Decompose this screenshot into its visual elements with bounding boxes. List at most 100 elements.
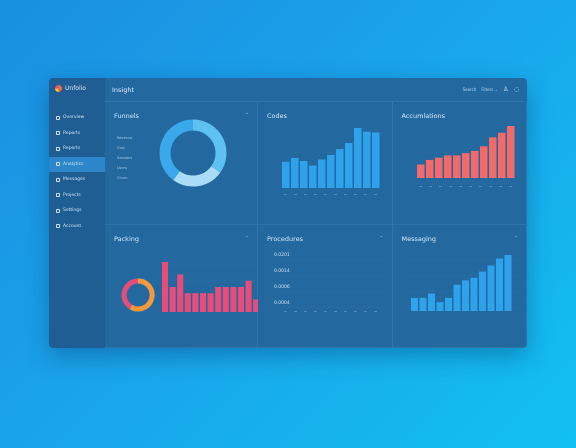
chevron-down-icon[interactable]: ⌄ (513, 233, 518, 239)
search-link[interactable]: Search (462, 87, 477, 92)
panel-title: Codes (267, 112, 288, 120)
sidebar-item[interactable]: Reports (49, 141, 105, 157)
nav-icon (56, 177, 60, 182)
sidebar-item[interactable]: Analytics (49, 156, 105, 172)
panel-title: Procedures (267, 235, 304, 243)
bar-chart (276, 128, 386, 195)
x-tick-label (448, 186, 452, 187)
sidebar-item[interactable]: Account (49, 219, 105, 235)
bar (238, 287, 244, 312)
page-title: Insight (112, 85, 135, 94)
bar (318, 159, 326, 188)
x-tick-label (374, 194, 377, 195)
bar (495, 258, 503, 311)
bar (425, 159, 433, 178)
x-tick-label (284, 311, 287, 312)
panel-messaging: Messaging ⌄ (392, 225, 527, 348)
x-tick-label (334, 194, 337, 195)
bar (487, 265, 494, 311)
x-tick-label (374, 311, 377, 312)
procedure-value: 0.0014 (274, 269, 290, 274)
sidebar-item-label: Analytics (63, 161, 84, 167)
nav-icon (56, 115, 60, 120)
legend-item: Users (117, 166, 127, 170)
panel-packing: Packing ⌄ (105, 225, 258, 348)
ring-bar-chart (121, 262, 258, 312)
bar (444, 297, 452, 311)
sidebar-item[interactable]: Settings (49, 203, 105, 219)
nav-icon (56, 224, 60, 229)
user-icon[interactable]: ♙ (503, 85, 509, 93)
x-tick-label (304, 311, 307, 312)
x-tick-label (458, 186, 462, 187)
brand[interactable]: Unfolio (55, 85, 86, 92)
bar (282, 161, 290, 188)
bar-chart (410, 126, 521, 187)
panel-title: Accumlations (401, 112, 446, 120)
bar (470, 277, 477, 311)
x-tick-label (364, 311, 367, 312)
brand-name: Unfolio (65, 85, 86, 92)
sidebar-nav: Overview Reports Reports Analytics Messages P… (49, 110, 105, 234)
bar (309, 165, 317, 188)
bar (478, 271, 486, 311)
panel-title: Messaging (401, 235, 437, 243)
brand-logo-icon (55, 85, 62, 92)
procedure-value: 0.0006 (274, 285, 290, 290)
bar (207, 293, 214, 312)
sidebar-item[interactable]: Overview (49, 110, 105, 126)
bar (363, 131, 371, 188)
sidebar-item-label: Reports (63, 130, 81, 136)
more-icon[interactable]: ⌄ (244, 110, 249, 116)
bar (479, 146, 487, 178)
x-tick-label (284, 194, 287, 195)
x-tick-label (314, 311, 317, 312)
bar (345, 143, 353, 188)
bar (488, 137, 496, 178)
x-tick-label (344, 194, 347, 195)
bar-chart (406, 255, 523, 311)
donut-chart (159, 119, 227, 187)
x-tick-label (324, 311, 327, 312)
panel-codes: Codes (258, 102, 393, 225)
x-tick-label (428, 186, 432, 187)
x-tick-label (364, 194, 367, 195)
sidebar-item[interactable]: Reports (49, 126, 105, 142)
filter-dropdown[interactable]: Filters ⌄ (481, 87, 498, 92)
bar (427, 293, 435, 311)
bar (452, 155, 460, 178)
bar (504, 255, 511, 311)
bar (184, 293, 191, 312)
bar (497, 132, 505, 178)
x-tick-label (324, 194, 327, 195)
bar (162, 262, 168, 312)
bar (372, 132, 380, 188)
sidebar-item-label: Reports (63, 146, 81, 152)
x-tick-label (314, 194, 317, 195)
chevron-down-icon[interactable]: ⌄ (379, 233, 384, 239)
x-tick-label (334, 311, 337, 312)
x-tick-label (344, 311, 347, 312)
legend-item: Sessions (117, 156, 133, 160)
donut-slice (159, 119, 194, 181)
sidebar-item[interactable]: Messages (49, 172, 105, 188)
dashboard-window: Unfolio Overview Reports Reports Analytics M… (49, 78, 527, 348)
bar (230, 287, 237, 312)
bar (200, 293, 206, 312)
x-tick-label (498, 186, 502, 187)
notification-icon[interactable]: ◌ (514, 85, 520, 93)
chevron-down-icon[interactable]: ⌄ (244, 233, 249, 239)
filter-label: Filters (481, 87, 494, 92)
sidebar-item[interactable]: Projects (49, 188, 105, 204)
sidebar-item-label: Settings (63, 208, 82, 214)
bar (461, 280, 469, 311)
bar (245, 280, 252, 312)
sidebar-item-label: Overview (63, 115, 85, 121)
donut-slice (173, 165, 221, 187)
bar (453, 284, 460, 311)
nav-icon (56, 131, 60, 136)
x-tick-label (304, 194, 307, 195)
procedure-value: 0.0004 (274, 301, 290, 306)
bar (215, 287, 222, 312)
bar (410, 297, 418, 311)
